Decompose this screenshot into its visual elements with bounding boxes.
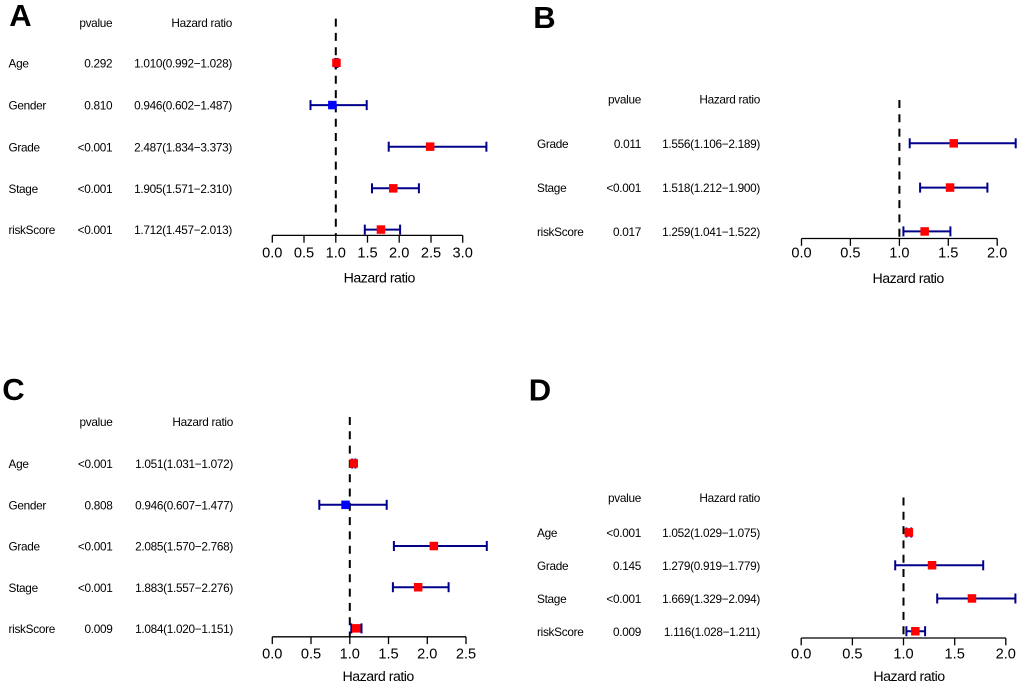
svg-text:0.5: 0.5	[294, 245, 314, 261]
svg-text:1.051(1.031−1.072): 1.051(1.031−1.072)	[135, 457, 233, 471]
svg-text:0.0: 0.0	[262, 647, 282, 663]
svg-text:3.0: 3.0	[453, 245, 473, 261]
svg-text:1.116(1.028−1.211): 1.116(1.028−1.211)	[664, 625, 761, 639]
svg-text:<0.001: <0.001	[606, 592, 641, 606]
svg-text:1.518(1.212−1.900): 1.518(1.212−1.900)	[662, 181, 760, 195]
svg-text:1.0: 1.0	[893, 646, 913, 662]
svg-text:2.0: 2.0	[417, 647, 437, 663]
svg-text:0.5: 0.5	[301, 647, 321, 663]
svg-text:<0.001: <0.001	[78, 457, 113, 471]
svg-text:Grade: Grade	[537, 559, 569, 573]
svg-text:pvalue: pvalue	[79, 16, 113, 30]
svg-text:Stage: Stage	[9, 581, 39, 595]
svg-text:1.669(1.329−2.094): 1.669(1.329−2.094)	[662, 592, 760, 606]
svg-text:riskScore: riskScore	[537, 625, 584, 639]
svg-text:0.011: 0.011	[614, 137, 641, 151]
svg-text:1.5: 1.5	[945, 646, 965, 662]
svg-text:Gender: Gender	[9, 498, 47, 512]
svg-text:1.5: 1.5	[378, 647, 398, 663]
svg-text:pvalue: pvalue	[608, 93, 642, 107]
svg-text:2.487(1.834−3.373): 2.487(1.834−3.373)	[134, 140, 232, 154]
svg-text:1.0: 1.0	[340, 647, 360, 663]
svg-text:Hazard ratio: Hazard ratio	[172, 415, 233, 429]
svg-text:0.0: 0.0	[791, 646, 811, 662]
svg-text:1.712(1.457−2.013): 1.712(1.457−2.013)	[134, 223, 232, 237]
svg-text:Grade: Grade	[9, 140, 41, 154]
svg-text:C: C	[2, 372, 24, 407]
svg-text:0.808: 0.808	[84, 498, 113, 512]
svg-text:riskScore: riskScore	[9, 223, 56, 237]
svg-text:Stage: Stage	[537, 181, 567, 195]
svg-text:D: D	[529, 372, 551, 407]
svg-text:0.0: 0.0	[262, 245, 282, 261]
svg-text:<0.001: <0.001	[606, 181, 641, 195]
svg-text:1.905(1.571−2.310): 1.905(1.571−2.310)	[134, 182, 232, 196]
svg-text:Gender: Gender	[9, 99, 47, 113]
svg-text:<0.001: <0.001	[606, 526, 641, 540]
svg-text:Age: Age	[537, 526, 558, 540]
svg-text:Age: Age	[9, 457, 30, 471]
svg-text:Hazard ratio: Hazard ratio	[873, 271, 945, 287]
svg-text:1.052(1.029−1.075): 1.052(1.029−1.075)	[662, 526, 760, 540]
svg-text:0.017: 0.017	[613, 225, 641, 239]
svg-text:Hazard ratio: Hazard ratio	[699, 93, 760, 107]
svg-text:riskScore: riskScore	[9, 622, 56, 636]
svg-text:1.5: 1.5	[357, 245, 377, 261]
svg-text:0.009: 0.009	[613, 625, 641, 639]
svg-text:<0.001: <0.001	[78, 223, 113, 237]
svg-text:2.5: 2.5	[421, 245, 441, 261]
svg-text:0.5: 0.5	[840, 246, 860, 262]
svg-text:1.0: 1.0	[326, 245, 346, 261]
svg-text:1.084(1.020−1.151): 1.084(1.020−1.151)	[135, 622, 233, 636]
svg-text:0.0: 0.0	[791, 246, 811, 262]
svg-text:0.009: 0.009	[84, 622, 112, 636]
svg-text:0.145: 0.145	[613, 559, 642, 573]
svg-text:Hazard ratio: Hazard ratio	[699, 491, 760, 505]
svg-text:B: B	[533, 0, 555, 35]
svg-text:riskScore: riskScore	[537, 225, 584, 239]
svg-text:pvalue: pvalue	[608, 491, 642, 505]
svg-text:<0.001: <0.001	[78, 581, 113, 595]
svg-text:Hazard ratio: Hazard ratio	[343, 669, 415, 685]
svg-text:1.5: 1.5	[938, 246, 958, 262]
svg-text:2.0: 2.0	[389, 245, 409, 261]
svg-text:Grade: Grade	[9, 540, 41, 554]
svg-text:Stage: Stage	[9, 182, 39, 196]
svg-text:1.556(1.106−2.189): 1.556(1.106−2.189)	[662, 137, 760, 151]
svg-text:pvalue: pvalue	[80, 415, 114, 429]
svg-text:Stage: Stage	[537, 592, 567, 606]
svg-text:2.0: 2.0	[996, 646, 1016, 662]
svg-text:0.5: 0.5	[842, 646, 862, 662]
svg-text:2.085(1.570−2.768): 2.085(1.570−2.768)	[135, 540, 233, 554]
svg-text:<0.001: <0.001	[78, 182, 113, 196]
svg-text:1.279(0.919−1.779): 1.279(0.919−1.779)	[662, 559, 760, 573]
svg-text:Grade: Grade	[537, 137, 569, 151]
svg-text:1.010(0.992−1.028): 1.010(0.992−1.028)	[134, 57, 232, 71]
svg-text:Hazard ratio: Hazard ratio	[873, 669, 945, 685]
svg-text:1.883(1.557−2.276): 1.883(1.557−2.276)	[135, 581, 233, 595]
svg-text:Age: Age	[9, 57, 30, 71]
svg-text:0.292: 0.292	[84, 57, 112, 71]
svg-text:Hazard ratio: Hazard ratio	[344, 271, 416, 287]
svg-text:1.0: 1.0	[889, 246, 909, 262]
svg-text:A: A	[9, 0, 31, 33]
svg-text:0.946(0.602−1.487): 0.946(0.602−1.487)	[134, 99, 232, 113]
svg-text:<0.001: <0.001	[78, 140, 113, 154]
svg-text:Hazard ratio: Hazard ratio	[171, 16, 232, 30]
svg-text:0.946(0.607−1.477): 0.946(0.607−1.477)	[135, 498, 233, 512]
svg-text:2.5: 2.5	[456, 647, 476, 663]
svg-text:1.259(1.041−1.522): 1.259(1.041−1.522)	[662, 225, 760, 239]
svg-text:<0.001: <0.001	[78, 540, 113, 554]
svg-text:0.810: 0.810	[84, 99, 113, 113]
svg-text:2.0: 2.0	[987, 246, 1007, 262]
